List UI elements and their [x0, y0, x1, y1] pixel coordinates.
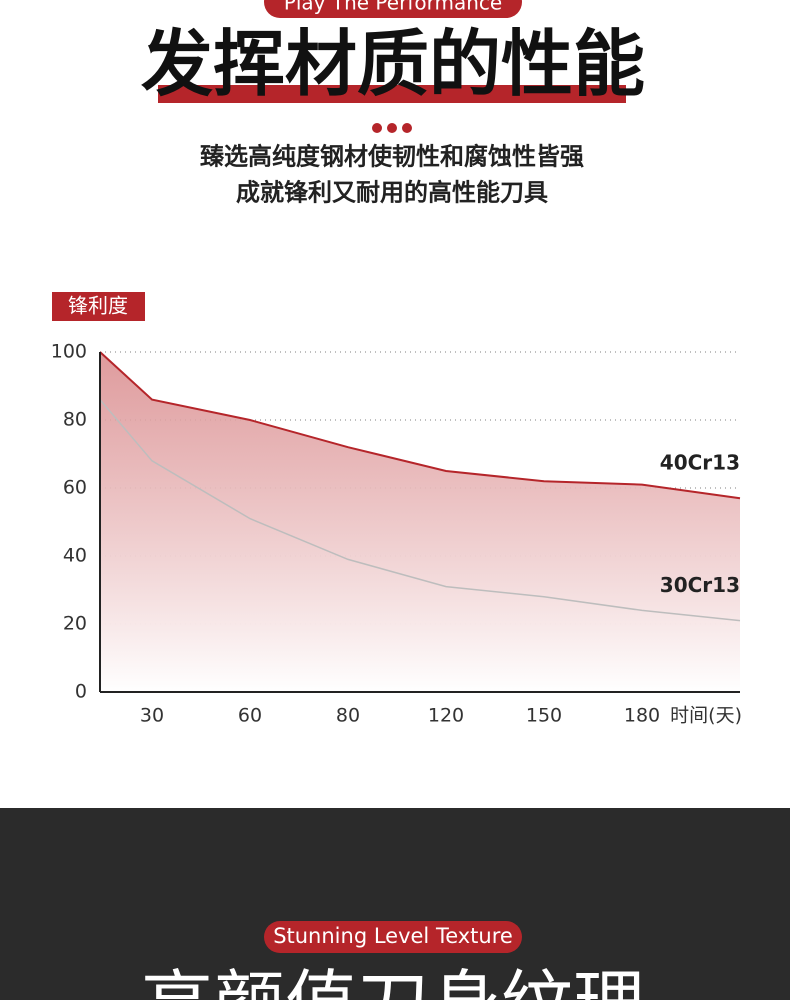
- series-label: 30Cr13: [660, 573, 740, 597]
- x-axis-label: 时间(天): [670, 705, 742, 727]
- x-tick-label: 60: [238, 705, 262, 727]
- x-tick-label: 180: [624, 705, 660, 727]
- y-axis-label: 锋利度: [68, 294, 128, 318]
- subtitle: 臻选高纯度钢材使韧性和腐蚀性皆强: [200, 142, 584, 171]
- footer-badge-bg: [264, 921, 522, 953]
- dot: [402, 123, 412, 133]
- dot: [387, 123, 397, 133]
- series-label: 40Cr13: [660, 451, 740, 475]
- x-tick-label: 80: [336, 705, 360, 727]
- y-tick-label: 60: [63, 477, 87, 499]
- line: [99, 399, 741, 622]
- subtitle: 成就锋利又耐用的高性能刀具: [236, 178, 548, 207]
- footer-badge: Stunning Level Texture: [273, 924, 513, 948]
- badge: Play The Performance: [284, 0, 502, 15]
- chart: 0 20 40 60 80 100 40Cr13 30Cr13 30 60 80 120 150 180 时…: [51, 341, 742, 727]
- y-tick-label: 40: [63, 545, 87, 567]
- y-tick-label: 80: [63, 409, 87, 431]
- dot: [372, 123, 382, 133]
- footer-bg: [0, 808, 790, 1000]
- title-underline: [158, 85, 626, 103]
- area: [100, 352, 740, 692]
- y-tick-label: 20: [63, 613, 87, 635]
- y-tick-label: 0: [75, 681, 87, 703]
- y-label-bg: [52, 292, 145, 321]
- x-tick-label: 120: [428, 705, 464, 727]
- badge-bg: [264, 0, 522, 18]
- title: 发挥材质的性能: [141, 21, 645, 106]
- x-tick-label: 30: [140, 705, 164, 727]
- x-tick-label: 150: [526, 705, 562, 727]
- line: [99, 351, 741, 500]
- footer-title: 高颜值刀身纹理: [141, 962, 645, 1000]
- y-tick-label: 100: [51, 341, 87, 363]
